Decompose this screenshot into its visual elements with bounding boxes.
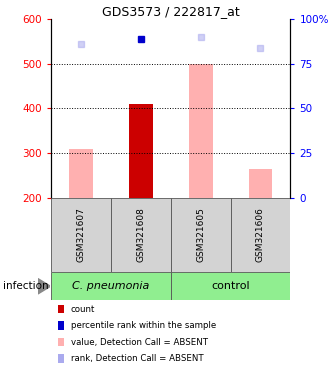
Text: C. pneumonia: C. pneumonia <box>72 281 149 291</box>
Text: count: count <box>71 305 95 314</box>
Text: control: control <box>211 281 250 291</box>
Text: GSM321608: GSM321608 <box>136 207 146 262</box>
Text: value, Detection Call = ABSENT: value, Detection Call = ABSENT <box>71 338 208 347</box>
Text: infection: infection <box>3 281 49 291</box>
Polygon shape <box>38 279 50 294</box>
Bar <box>51 198 111 272</box>
Text: percentile rank within the sample: percentile rank within the sample <box>71 321 216 330</box>
Bar <box>129 104 153 198</box>
Text: GSM321607: GSM321607 <box>77 207 85 262</box>
Bar <box>231 198 290 272</box>
Text: GSM321605: GSM321605 <box>196 207 205 262</box>
Bar <box>171 198 231 272</box>
Title: GDS3573 / 222817_at: GDS3573 / 222817_at <box>102 5 240 18</box>
Bar <box>51 272 171 300</box>
Bar <box>111 198 171 272</box>
Bar <box>171 272 290 300</box>
Bar <box>189 64 213 198</box>
Bar <box>248 169 273 198</box>
Bar <box>69 149 93 198</box>
Text: rank, Detection Call = ABSENT: rank, Detection Call = ABSENT <box>71 354 204 363</box>
Bar <box>129 104 153 198</box>
Text: GSM321606: GSM321606 <box>256 207 265 262</box>
